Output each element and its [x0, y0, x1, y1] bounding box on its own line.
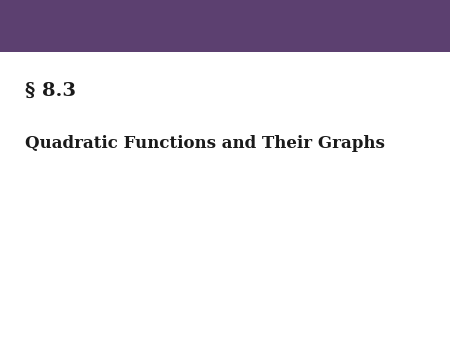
Bar	[0, 0, 450, 52]
Text: § 8.3: § 8.3	[25, 82, 76, 100]
Text: Quadratic Functions and Their Graphs: Quadratic Functions and Their Graphs	[25, 135, 385, 152]
